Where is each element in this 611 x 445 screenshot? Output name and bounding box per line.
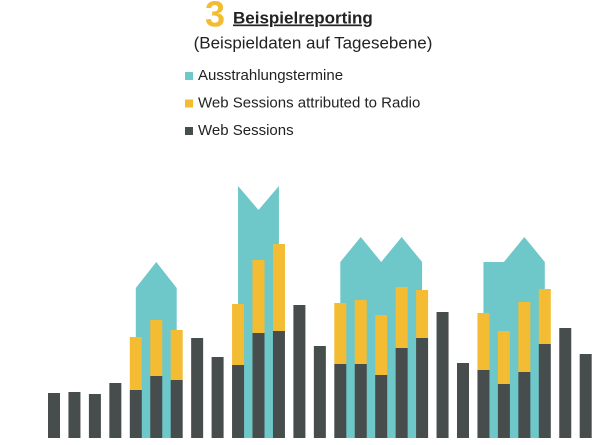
- bar: [88, 394, 101, 438]
- bar: [170, 380, 183, 438]
- chart-title: Beispielreporting: [233, 8, 373, 27]
- bar-segment: [150, 320, 163, 376]
- bar: [416, 338, 429, 438]
- bar: [457, 363, 469, 438]
- bar: [497, 384, 510, 438]
- bar-segment: [272, 244, 285, 331]
- bar-segment: [477, 313, 490, 370]
- bar: [477, 370, 490, 438]
- bar-segment: [354, 300, 367, 364]
- bar-segment: [232, 304, 245, 365]
- bar: [129, 390, 142, 438]
- bar-segment: [416, 290, 429, 338]
- bar: [538, 344, 551, 438]
- bar: [559, 328, 572, 438]
- bar: [518, 372, 531, 438]
- bar-segment: [170, 330, 183, 380]
- bar-segment: [497, 331, 510, 384]
- chart-subtitle: (Beispieldaten auf Tagesebene): [194, 33, 433, 52]
- bar-segment: [375, 315, 388, 375]
- bar: [272, 331, 285, 438]
- bar: [252, 333, 265, 438]
- bar-segment: [395, 287, 408, 348]
- bar-segment: [334, 303, 347, 364]
- bar: [436, 312, 449, 438]
- bar: [334, 364, 347, 438]
- bar: [68, 392, 81, 438]
- legend-label: Web Sessions attributed to Radio: [198, 94, 420, 111]
- bar: [375, 375, 388, 438]
- bar: [313, 346, 326, 438]
- bar: [211, 357, 224, 438]
- bar: [293, 305, 306, 438]
- bar-segment: [518, 302, 531, 372]
- legend-swatch: [185, 127, 193, 135]
- bar: [354, 364, 367, 438]
- bar: [395, 348, 408, 438]
- area: [483, 237, 545, 438]
- bar-segment: [252, 260, 265, 333]
- bar: [232, 365, 245, 438]
- bar: [579, 354, 592, 438]
- bar: [48, 393, 60, 438]
- bar: [109, 383, 122, 438]
- legend-swatch: [185, 99, 193, 108]
- legend-swatch: [185, 72, 193, 80]
- bar-segment: [538, 289, 551, 344]
- bar: [150, 376, 163, 438]
- legend-label: Ausstrahlungstermine: [198, 67, 343, 84]
- bar-segment: [129, 337, 142, 390]
- step-number: 3: [205, 0, 225, 35]
- bar: [191, 338, 204, 438]
- legend-label: Web Sessions: [198, 122, 294, 139]
